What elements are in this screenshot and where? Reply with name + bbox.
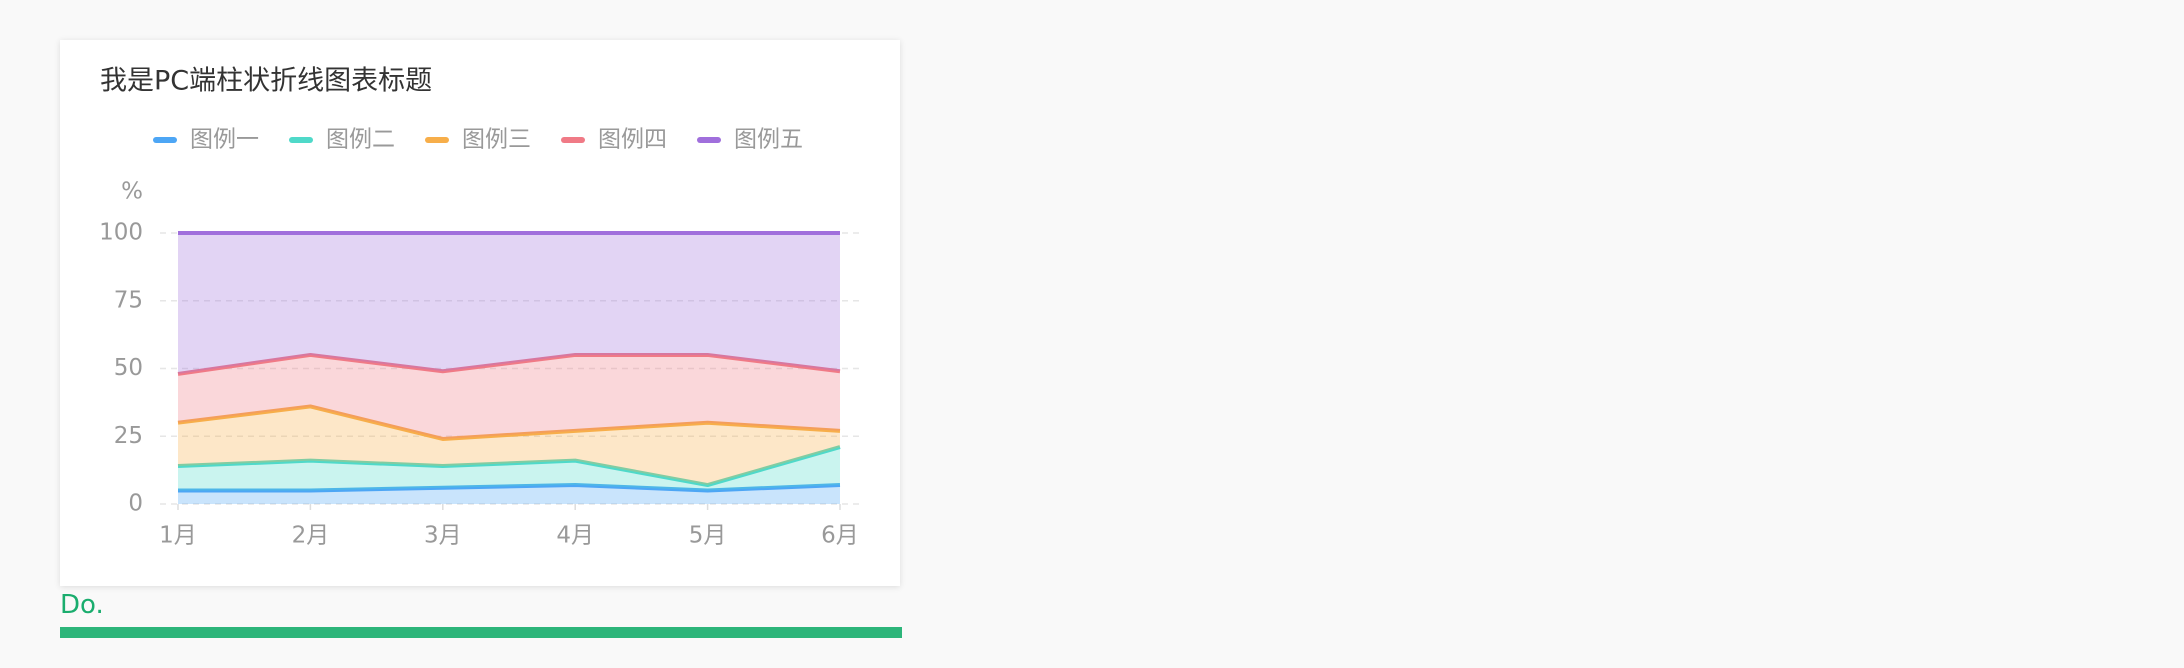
area-fill: [178, 233, 840, 374]
chart: 我是PC端柱状折线图表标题 % 0 25 50 75 100 1月 2月 3月 4月 5月 6月 图例…: [99, 66, 861, 549]
y-tick-label: 50: [114, 355, 143, 381]
x-tick-label: 5月: [689, 523, 727, 549]
chart-title: 我是PC端柱状折线图表标题: [100, 66, 432, 97]
legend-label: 图例二: [326, 127, 395, 153]
series-line: [178, 483, 841, 493]
x-tick-label: 1月: [159, 523, 197, 549]
y-tick-label: 75: [114, 287, 143, 313]
legend-label: 图例四: [598, 127, 667, 153]
x-tick-label: 2月: [292, 523, 330, 549]
footer-text: Do.: [60, 590, 104, 620]
legend-label: 图例五: [734, 127, 803, 153]
x-tick-label: 3月: [424, 523, 462, 549]
chart-card: [60, 40, 900, 586]
x-tick-label: 4月: [556, 523, 594, 549]
series-line: [177, 352, 841, 376]
series-line: [177, 404, 841, 441]
x-tick-label: 6月: [821, 523, 859, 549]
area-fill: [178, 354, 840, 439]
legend-label: 图例三: [462, 127, 531, 153]
legend-label: 图例一: [190, 127, 259, 153]
y-tick-label: 25: [114, 423, 143, 449]
y-unit: %: [121, 179, 143, 205]
footer-bar: [60, 627, 902, 638]
series-line: [177, 445, 841, 488]
y-tick-label: 0: [128, 491, 143, 517]
y-tick-label: 100: [99, 220, 143, 246]
